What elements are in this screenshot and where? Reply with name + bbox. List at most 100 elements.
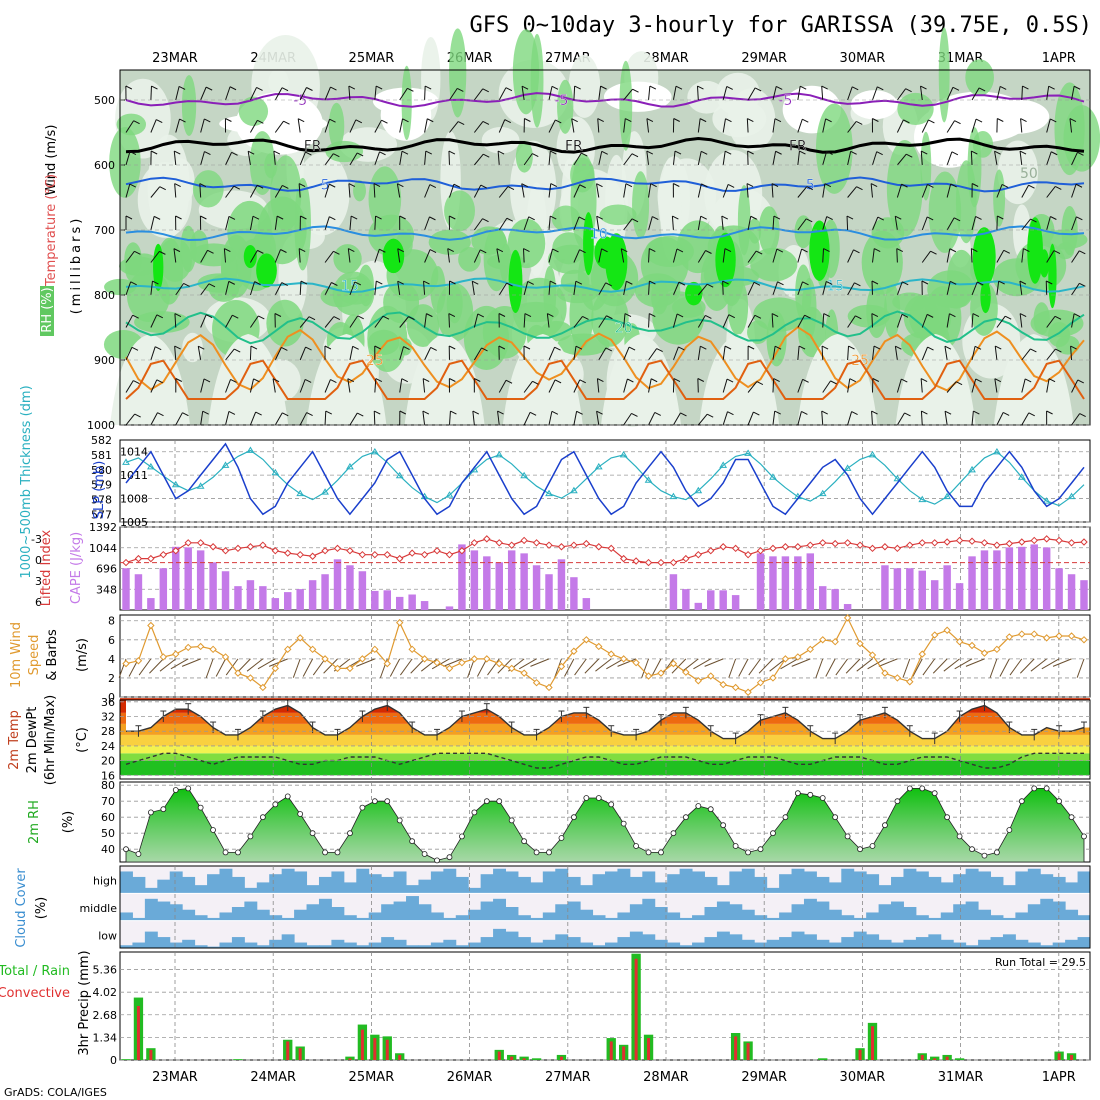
cloud-bar-high bbox=[965, 868, 979, 894]
wind-barb bbox=[721, 216, 724, 231]
thickness-tick-label: 578 bbox=[91, 494, 112, 507]
wind-barb bbox=[847, 186, 857, 198]
rh-moist-column bbox=[109, 126, 141, 198]
wind-barb bbox=[996, 86, 1001, 101]
wind-barb-feather bbox=[1053, 250, 1061, 255]
wind-barb-feather bbox=[255, 411, 262, 416]
wind-barb-feather bbox=[134, 250, 141, 255]
rh-marker bbox=[483, 798, 490, 805]
thickness-tick-label: 579 bbox=[91, 479, 112, 492]
wind-barb-feather bbox=[848, 345, 855, 350]
wind-speed-marker bbox=[147, 621, 155, 630]
surface-wind-barb bbox=[912, 658, 923, 677]
cloud-bar-middle bbox=[530, 917, 544, 921]
wind-barb bbox=[797, 346, 800, 361]
cloud-bar-middle bbox=[642, 898, 656, 921]
rh-marker bbox=[919, 785, 926, 792]
dewpoint-line bbox=[125, 752, 1084, 769]
wind-speed-marker bbox=[1055, 632, 1063, 640]
cloud-bar-middle bbox=[779, 912, 793, 921]
wind-barb-feather bbox=[483, 153, 490, 158]
rh-moist-column bbox=[551, 205, 581, 232]
li-marker bbox=[221, 547, 230, 555]
wind-barb-feather bbox=[298, 248, 306, 252]
rh-moist-patch bbox=[927, 270, 975, 308]
rh-marker bbox=[172, 787, 179, 793]
cloud-bar-middle bbox=[505, 907, 519, 921]
wind-barb-feather bbox=[727, 183, 735, 188]
wind-speed-marker bbox=[495, 659, 503, 668]
thickness-marker bbox=[296, 489, 305, 497]
cloud-bar-middle bbox=[406, 896, 419, 921]
rh-tick-label: 70 bbox=[101, 795, 115, 808]
cloud-bar-low bbox=[605, 942, 618, 948]
cape-bar bbox=[707, 590, 715, 610]
wind-barb bbox=[772, 346, 776, 361]
temperature-contour bbox=[125, 136, 1085, 154]
precip-tick-label: 1.34 bbox=[93, 1031, 118, 1044]
wind-barb bbox=[373, 410, 376, 426]
cloud-bar-low bbox=[853, 931, 867, 948]
cape-bar bbox=[930, 580, 939, 610]
wind-barb bbox=[1021, 348, 1031, 361]
wind-barb-feather bbox=[449, 378, 456, 382]
li-marker bbox=[159, 550, 168, 559]
cape-bar bbox=[756, 553, 765, 610]
wind-barb bbox=[225, 379, 231, 393]
cloud-bar-high bbox=[928, 876, 942, 894]
rh-marker bbox=[521, 838, 528, 845]
wind-barb bbox=[298, 248, 301, 263]
wind-barb bbox=[225, 348, 235, 361]
wind-barb-feather bbox=[754, 87, 762, 92]
rh-moist-column bbox=[325, 140, 364, 163]
cloud-bar-middle bbox=[1040, 898, 1054, 921]
cape-bar bbox=[881, 565, 889, 610]
rh-tick-label: 50 bbox=[101, 827, 115, 840]
rh-marker bbox=[1031, 785, 1038, 792]
wind-barb-feather bbox=[430, 346, 437, 351]
wind-barb-feather bbox=[306, 87, 313, 91]
cloud-bar-middle bbox=[207, 917, 220, 921]
bottom-date-axis: 23MAR 24MAR 25MAR 26MAR 27MAR 28MAR 29MAR 30MAR… bbox=[152, 1070, 1076, 1085]
wind-barb bbox=[498, 282, 508, 296]
cloud-bar-high bbox=[667, 874, 681, 894]
cape-bar bbox=[1005, 547, 1014, 610]
wind-barb bbox=[696, 85, 699, 101]
wind-barb-feather bbox=[806, 186, 813, 191]
wind-barb-feather bbox=[777, 281, 784, 286]
li-marker bbox=[819, 539, 827, 547]
wind-barb-feather bbox=[605, 347, 613, 352]
wind-barb-feather bbox=[774, 410, 781, 415]
li-marker bbox=[744, 550, 752, 559]
wind-barb-feather bbox=[429, 184, 437, 188]
wind-tick-label: 4 bbox=[108, 653, 115, 666]
cape-bar bbox=[221, 571, 230, 610]
wind-barb-feather bbox=[801, 411, 808, 415]
wind-barb-feather bbox=[1075, 183, 1083, 188]
cloud-bar-low bbox=[766, 939, 780, 948]
rh-marker bbox=[782, 814, 789, 821]
wind-barb-feather bbox=[482, 218, 489, 223]
li-tick-label: 6 bbox=[35, 596, 42, 609]
wind-barb-feather bbox=[480, 184, 488, 189]
surface-wind-barb bbox=[420, 658, 438, 672]
rh-marker bbox=[906, 785, 913, 792]
wind-barb bbox=[497, 151, 500, 166]
wind-barb bbox=[573, 216, 580, 231]
wind-speed-marker bbox=[383, 659, 391, 668]
cloud-bar-low bbox=[406, 945, 419, 948]
surface-wind-barb bbox=[704, 658, 724, 667]
contour-label: 15 bbox=[826, 278, 844, 294]
cloud-bar-high bbox=[306, 885, 320, 894]
rh-marker bbox=[720, 822, 727, 829]
wind-barb-feather bbox=[397, 183, 404, 188]
rh-marker bbox=[222, 849, 229, 856]
wind-barb-feather bbox=[153, 215, 161, 220]
wind-barb bbox=[946, 151, 953, 166]
wind-barb-feather bbox=[904, 412, 911, 417]
wind-barb bbox=[448, 410, 451, 426]
wind-barb bbox=[175, 412, 183, 426]
wind-barb bbox=[970, 248, 973, 263]
surface-wind-barb bbox=[606, 658, 624, 670]
